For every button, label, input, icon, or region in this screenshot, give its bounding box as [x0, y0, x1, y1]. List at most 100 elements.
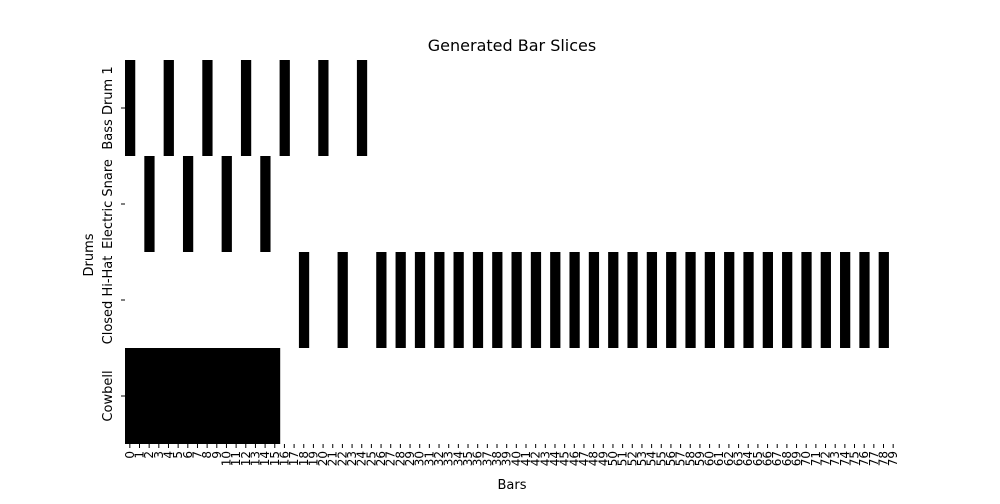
x-tick-label: 60	[703, 451, 717, 466]
x-tick-label: 68	[780, 451, 794, 466]
x-tick-label: 34	[451, 451, 465, 466]
x-tick-label: 17	[287, 451, 301, 466]
x-tick-label: 46	[567, 451, 581, 466]
x-tick-label: 38	[490, 451, 504, 466]
x-tick-label: 36	[471, 451, 485, 466]
y-tick-label: Closed Hi-Hat	[101, 256, 116, 345]
x-tick-label: 37	[480, 451, 494, 466]
heatmap-cell	[801, 252, 812, 348]
x-tick-label: 3	[152, 451, 166, 459]
x-tick-label: 49	[596, 451, 610, 466]
heatmap-cell	[878, 252, 889, 348]
x-tick-label: 7	[190, 451, 204, 459]
y-tick-label: Bass Drum 1	[101, 66, 116, 149]
x-tick-label: 21	[326, 451, 340, 466]
x-tick-label: 51	[616, 451, 630, 466]
x-tick-label: 0	[123, 451, 137, 459]
heatmap-cell	[269, 348, 281, 444]
x-tick-label: 29	[403, 451, 417, 466]
heatmap-cell	[279, 60, 290, 156]
heatmap-cell	[414, 252, 426, 348]
x-tick-label: 11	[229, 451, 243, 466]
heatmap-cell	[298, 252, 310, 348]
x-tick-label: 77	[867, 451, 881, 466]
x-tick-label: 10	[219, 451, 233, 466]
heatmap-cell	[318, 60, 329, 156]
x-tick-label: 47	[577, 451, 591, 466]
heatmap-cell	[134, 348, 145, 444]
x-tick-label: 25	[364, 451, 378, 466]
chart-title: Generated Bar Slices	[428, 36, 596, 55]
x-tick-label: 48	[587, 451, 601, 466]
heatmap-cell	[666, 252, 677, 348]
x-tick-label: 15	[268, 451, 282, 466]
x-tick-label: 56	[664, 451, 678, 466]
heatmap-cell	[182, 156, 194, 252]
heatmap-cell	[163, 348, 174, 444]
heatmap-cell	[250, 348, 261, 444]
x-tick-label: 74	[838, 451, 852, 466]
x-tick-label: 58	[683, 451, 697, 466]
heatmap-cell	[453, 252, 464, 348]
heatmap-cell	[125, 348, 136, 444]
x-tick-label: 9	[210, 451, 224, 459]
heatmap-cell	[221, 348, 232, 444]
heatmap-cell	[859, 252, 870, 348]
heatmap-cell	[743, 252, 754, 348]
heatmap-cell	[202, 348, 213, 444]
heatmap-cell	[608, 252, 619, 348]
heatmap-cell	[376, 252, 387, 348]
x-tick-label: 14	[258, 451, 272, 466]
heatmap-cell	[202, 60, 213, 156]
x-tick-label: 26	[374, 451, 388, 466]
heatmap-cell	[395, 252, 406, 348]
heatmap-cell	[144, 156, 155, 252]
x-tick-label: 65	[751, 451, 765, 466]
heatmap-cell	[724, 252, 735, 348]
x-tick-label: 31	[422, 451, 436, 466]
y-tick-label: Electric Snare	[101, 159, 116, 249]
heatmap-cell	[627, 252, 638, 348]
x-tick-label: 16	[277, 451, 291, 466]
x-tick-label: 18	[297, 451, 311, 466]
x-axis: 0123456789101112131415161718192021222324…	[123, 444, 900, 466]
x-tick-label: 64	[741, 451, 755, 466]
plot-area	[125, 60, 889, 444]
x-tick-label: 66	[761, 451, 775, 466]
x-tick-label: 2	[142, 451, 156, 459]
heatmap-cell	[260, 156, 271, 252]
heatmap-cell	[685, 252, 696, 348]
x-tick-label: 41	[519, 451, 533, 466]
x-tick-label: 12	[239, 451, 253, 466]
x-tick-label: 24	[355, 451, 369, 466]
heatmap-cell	[153, 348, 165, 444]
x-tick-label: 32	[432, 451, 446, 466]
x-tick-label: 33	[442, 451, 456, 466]
x-tick-label: 50	[606, 451, 620, 466]
x-tick-label: 76	[857, 451, 871, 466]
heatmap-cell	[840, 252, 851, 348]
heatmap-cell	[211, 348, 223, 444]
x-tick-label: 1	[132, 451, 146, 459]
x-tick-label: 20	[316, 451, 330, 466]
x-tick-label: 23	[345, 451, 359, 466]
heatmap-cell	[260, 348, 271, 444]
x-tick-label: 52	[625, 451, 639, 466]
heatmap-cell	[511, 252, 522, 348]
x-tick-label: 63	[732, 451, 746, 466]
x-tick-label: 30	[413, 451, 427, 466]
x-tick-label: 72	[819, 451, 833, 466]
heatmap-cell	[472, 252, 484, 348]
x-tick-label: 42	[529, 451, 543, 466]
x-tick-label: 54	[645, 451, 659, 466]
x-tick-label: 19	[306, 451, 320, 466]
x-tick-label: 59	[693, 451, 707, 466]
x-tick-label: 43	[538, 451, 552, 466]
heatmap-cell	[762, 252, 773, 348]
x-tick-label: 53	[635, 451, 649, 466]
x-tick-label: 27	[384, 451, 398, 466]
x-tick-label: 22	[335, 451, 349, 466]
heatmap-cell	[356, 60, 368, 156]
heatmap-cell	[492, 252, 503, 348]
